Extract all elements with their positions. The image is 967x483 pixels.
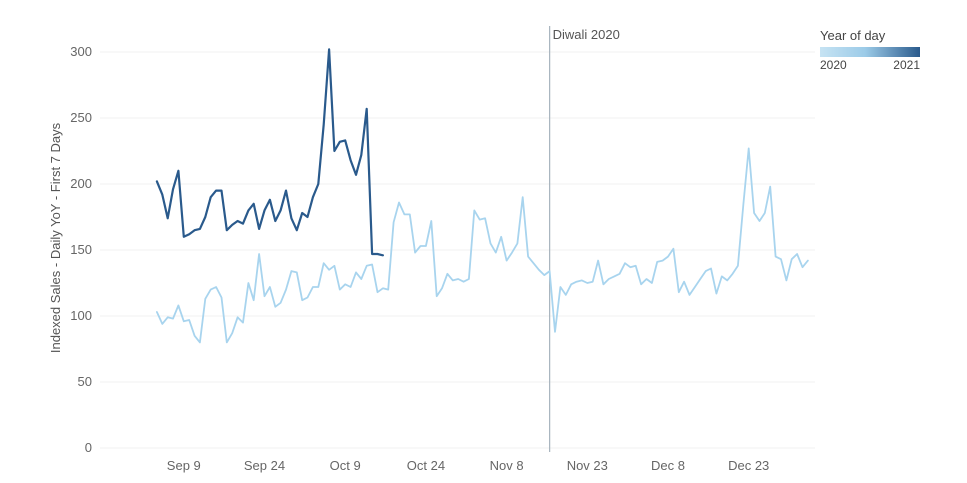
x-tick-label: Nov 8 — [490, 458, 524, 473]
diwali-annotation-label: Diwali 2020 — [553, 27, 620, 42]
x-tick-labels: Sep 9 Sep 24 Oct 9 Oct 24 Nov 8 Nov 23 Dec 8 De… — [167, 458, 769, 473]
y-axis-title: Indexed Sales - Daily YoY - First 7 Days — [48, 122, 63, 353]
series-line-2020 — [155, 147, 809, 344]
y-tick-label: 200 — [70, 176, 92, 191]
x-tick-label: Sep 24 — [244, 458, 285, 473]
y-tick-label: 300 — [70, 44, 92, 59]
x-tick-label: Oct 9 — [330, 458, 361, 473]
series-line-2021 — [155, 48, 384, 257]
legend-title: Year of day — [820, 28, 886, 43]
x-tick-label: Dec 23 — [728, 458, 769, 473]
color-legend: Year of day 2020 2021 — [820, 28, 924, 72]
x-tick-label: Oct 24 — [407, 458, 445, 473]
x-tick-label: Nov 23 — [567, 458, 608, 473]
legend-gradient-bar — [820, 47, 920, 57]
x-tick-label: Dec 8 — [651, 458, 685, 473]
y-tick-label: 250 — [70, 110, 92, 125]
gridlines — [100, 51, 815, 449]
y-tick-label: 0 — [85, 440, 92, 455]
x-tick-label: Sep 9 — [167, 458, 201, 473]
y-tick-label: 50 — [78, 374, 92, 389]
legend-labels: 2020 2021 — [820, 58, 920, 72]
legend-max-label: 2021 — [893, 58, 920, 72]
series-layer — [155, 48, 809, 344]
y-tick-label: 150 — [70, 242, 92, 257]
legend-min-label: 2020 — [820, 58, 847, 72]
y-tick-labels: 0 50 100 150 200 250 300 — [70, 44, 92, 455]
y-tick-label: 100 — [70, 308, 92, 323]
